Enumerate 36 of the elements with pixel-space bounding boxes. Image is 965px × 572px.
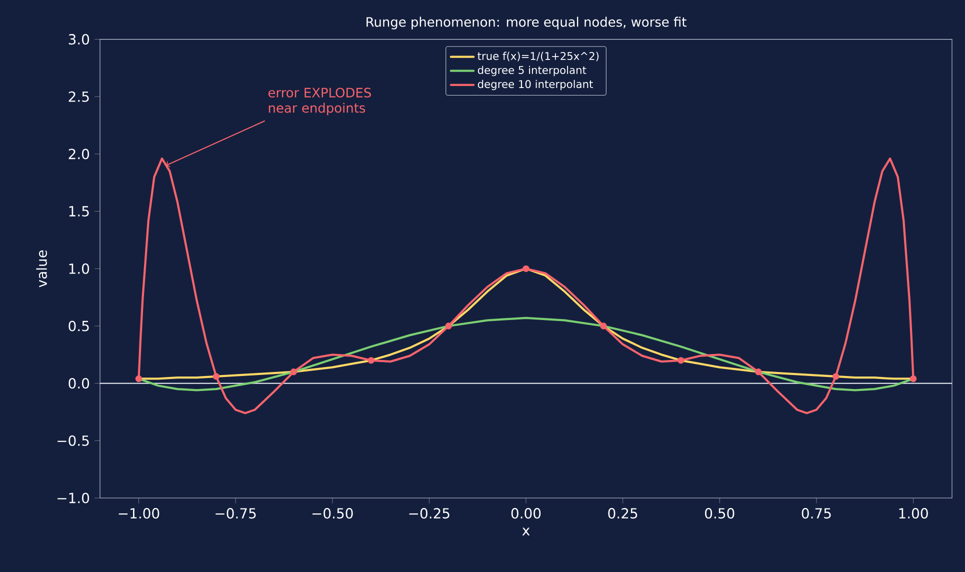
x-tick-label: −0.75 (216, 508, 256, 519)
y-tick-label: 1.5 (69, 206, 89, 217)
y-tick-label: 3.0 (68, 34, 90, 45)
y-tick-label: −1.0 (58, 492, 90, 504)
chart-title: Runge phenomenon: more equal nodes, worse fit (366, 16, 686, 30)
legend-label: degree 10 interpolant (478, 80, 593, 90)
y-axis-title: value (36, 250, 47, 288)
x-tick-label: 0.75 (802, 508, 831, 519)
y-tick-label: 2.0 (68, 148, 90, 160)
annotation: error EXPLODES near endpoints (268, 88, 371, 116)
legend-label: degree 5 interpolant (478, 66, 586, 76)
x-tick-label: 1.00 (899, 508, 928, 519)
point (290, 368, 297, 376)
x-tick-label: −0.50 (312, 508, 353, 519)
y-tick-label: 1.0 (69, 263, 90, 274)
y-tick-label: 2.5 (68, 91, 89, 102)
legend-label: true f(x)=1/(1+25x^2) (478, 52, 599, 62)
x-tick-label: 0.50 (705, 508, 734, 519)
point (368, 357, 374, 364)
y-tick-label: 0.0 (68, 378, 90, 389)
point (678, 357, 684, 364)
x-axis-title: x (522, 528, 530, 536)
y-tick-label: −0.5 (58, 435, 89, 446)
point (910, 375, 917, 382)
point (135, 375, 142, 382)
x-tick-label: −1.00 (118, 508, 160, 519)
point (522, 265, 530, 272)
point (212, 373, 220, 380)
point (445, 322, 452, 330)
point (600, 322, 607, 330)
point (755, 368, 762, 376)
x-tick-label: 0.00 (511, 508, 541, 519)
point (832, 373, 840, 380)
y-tick-label: 0.5 (68, 320, 89, 332)
x-tick-label: 0.25 (608, 508, 638, 519)
x-tick-label: −0.25 (409, 508, 450, 519)
